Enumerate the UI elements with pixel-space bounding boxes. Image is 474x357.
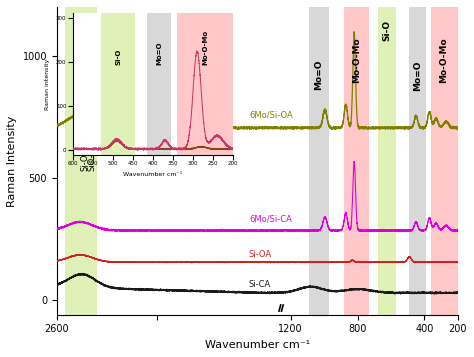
Text: Si-OH: Si-OH (81, 147, 90, 171)
Bar (410, 7, 426, 315)
Text: Si-O: Si-O (382, 20, 391, 41)
Y-axis label: Raman Intensity: Raman Intensity (7, 115, 17, 207)
Bar (309, 7, 329, 315)
X-axis label: Wavenumber cm⁻¹: Wavenumber cm⁻¹ (205, 340, 310, 350)
Bar (344, 7, 369, 315)
Text: Si-OA: Si-OA (249, 250, 272, 259)
Text: Mo-O-Mo: Mo-O-Mo (352, 37, 361, 83)
Text: Si-CA: Si-CA (249, 280, 271, 289)
Text: SiO-H: SiO-H (87, 147, 96, 171)
Text: 6Mo/Si-OA: 6Mo/Si-OA (249, 110, 292, 120)
Bar (431, 7, 458, 315)
Text: Mo=O: Mo=O (315, 60, 324, 90)
Text: Mo-O-Mo: Mo-O-Mo (439, 37, 448, 83)
Text: 6Mo/Si-CA: 6Mo/Si-CA (249, 215, 292, 223)
Bar (378, 7, 396, 315)
Bar (65, 7, 97, 315)
Text: Mo=O: Mo=O (413, 61, 422, 91)
